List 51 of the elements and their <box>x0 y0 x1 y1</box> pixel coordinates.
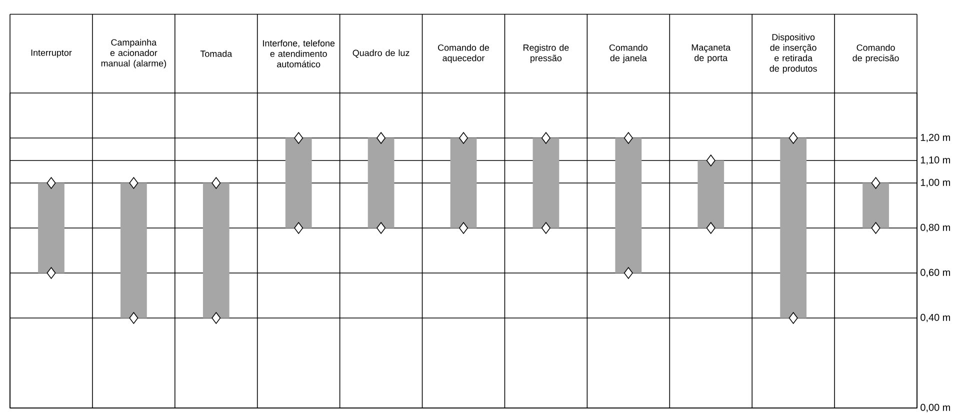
x-tick-label: Tomada <box>200 50 232 57</box>
y-tick-label: 0,60 m <box>920 268 950 278</box>
point <box>788 312 798 324</box>
point <box>212 312 221 324</box>
x-tick-label: Interfone, telefone e atendimento automático <box>263 40 335 68</box>
point <box>129 177 138 189</box>
x-tick-label: Campainha e acionador manual (alarme) <box>101 38 166 68</box>
point <box>376 222 386 234</box>
x-tick-label: Dispositivo de inserção e retirada de produtos <box>770 34 817 74</box>
y-tick-label: 1,00 m <box>920 178 950 188</box>
x-tick-label: Registro de pressão <box>524 44 569 63</box>
point <box>294 222 304 234</box>
point <box>376 132 386 144</box>
point <box>871 222 880 234</box>
bar <box>38 182 64 273</box>
point <box>871 177 880 189</box>
point <box>788 132 798 144</box>
y-tick-label: 1,10 m <box>920 156 950 165</box>
x-tick-label: Maçaneta de porta <box>692 44 731 63</box>
x-tick-label: Comando de janela <box>609 44 648 63</box>
point <box>46 177 56 189</box>
bar <box>698 160 724 228</box>
bar <box>862 182 889 228</box>
point <box>706 222 716 234</box>
x-tick-label: Comando de aquecedor <box>438 44 490 63</box>
point <box>624 267 633 279</box>
bar <box>450 138 477 228</box>
y-tick-label: 0,00 m <box>920 404 950 412</box>
bar <box>368 138 394 228</box>
bar <box>120 182 147 318</box>
y-tick-label: 1,20 m <box>920 134 950 142</box>
x-tick-label: Quadro de luz <box>352 49 410 58</box>
point <box>541 222 550 234</box>
x-tick-label: Interruptor <box>31 50 72 58</box>
y-tick-label: 0,80 m <box>920 224 950 232</box>
point <box>294 132 304 144</box>
point <box>458 132 468 144</box>
y-tick-label: 0,40 m <box>920 314 950 322</box>
x-tick-label: Comando de precisão <box>852 44 899 63</box>
point <box>212 177 221 189</box>
point <box>624 132 633 144</box>
point <box>541 132 550 144</box>
bar <box>615 138 642 273</box>
bar <box>780 138 807 318</box>
point <box>706 154 716 166</box>
bar <box>532 138 560 228</box>
bar <box>202 182 230 318</box>
point <box>129 312 138 324</box>
bar <box>285 138 312 228</box>
point <box>458 222 468 234</box>
point <box>46 267 56 279</box>
